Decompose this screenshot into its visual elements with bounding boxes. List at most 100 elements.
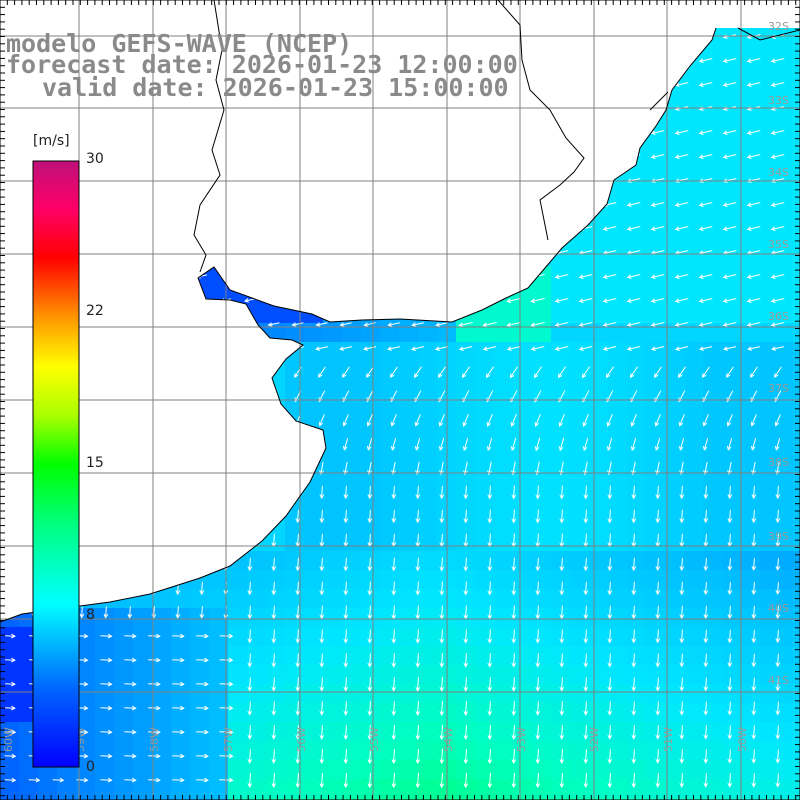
speed-cell [703, 76, 723, 96]
speed-cell [380, 798, 400, 800]
speed-cell [570, 266, 590, 286]
speed-cell [684, 722, 704, 742]
wind-arrow [247, 773, 253, 788]
wind-arrow [674, 346, 689, 351]
wind-arrow [751, 581, 757, 596]
speed-cell [380, 627, 400, 647]
wind-arrow [770, 130, 785, 135]
speed-cell [342, 494, 362, 514]
speed-cell [760, 28, 780, 39]
speed-cell [646, 285, 666, 305]
speed-cell [0, 627, 20, 647]
wind-arrow [674, 226, 689, 231]
wind-arrow [124, 777, 137, 783]
speed-cell [532, 741, 552, 761]
speed-cell [361, 646, 381, 666]
wind-arrow [148, 777, 161, 783]
speed-cell [760, 665, 780, 685]
speed-cell [646, 646, 666, 666]
speed-cell [741, 28, 761, 39]
wind-arrow [391, 677, 397, 692]
speed-cell [646, 475, 666, 495]
speed-cell [779, 494, 799, 514]
wind-arrow [722, 130, 737, 135]
wind-arrow [533, 366, 542, 379]
speed-cell [760, 380, 780, 400]
speed-cell [304, 361, 324, 381]
speed-cell [323, 551, 343, 571]
speed-cell [722, 589, 742, 609]
speed-cell [665, 684, 685, 704]
wind-arrow [746, 226, 761, 231]
colorbar [32, 160, 80, 768]
speed-cell [456, 684, 476, 704]
speed-cell [722, 342, 742, 362]
wind-arrow [511, 701, 517, 716]
speed-cell [760, 551, 780, 571]
speed-cell [380, 779, 400, 799]
speed-cell [266, 570, 286, 590]
wind-arrow [319, 749, 325, 764]
wind-arrow [172, 729, 185, 735]
speed-cell [361, 551, 381, 571]
speed-cell [494, 361, 514, 381]
speed-cell [380, 361, 400, 381]
speed-cell [684, 76, 704, 96]
wind-arrow [722, 226, 737, 231]
speed-cell [684, 570, 704, 590]
speed-cell [760, 114, 780, 134]
speed-cell [665, 380, 685, 400]
speed-cell [76, 608, 96, 628]
speed-cell [304, 570, 324, 590]
speed-cell [285, 760, 305, 780]
speed-cell [475, 551, 495, 571]
speed-cell [551, 589, 571, 609]
wind-arrow [319, 461, 324, 476]
speed-cell [779, 133, 799, 153]
speed-cell [380, 741, 400, 761]
speed-cell [323, 456, 343, 476]
speed-cell [285, 570, 305, 590]
wind-arrow [4, 777, 17, 783]
speed-cell [798, 28, 800, 39]
wind-arrow [626, 226, 641, 231]
wind-arrow [342, 366, 350, 378]
lon-label: 50W [736, 727, 749, 752]
speed-cell [399, 418, 419, 438]
speed-cell [551, 513, 571, 533]
speed-cell [608, 475, 628, 495]
speed-cell [760, 760, 780, 780]
wind-arrow [391, 629, 397, 644]
speed-cell [798, 760, 800, 780]
wind-arrow [578, 274, 593, 279]
speed-cell [551, 532, 571, 552]
speed-cell [361, 627, 381, 647]
speed-cell [361, 722, 381, 742]
speed-cell [741, 513, 761, 533]
speed-cell [133, 722, 153, 742]
speed-cell [665, 741, 685, 761]
speed-cell [494, 456, 514, 476]
speed-cell [380, 760, 400, 780]
wind-arrow [703, 557, 709, 572]
wind-arrow [703, 461, 708, 476]
wind-arrow [367, 605, 373, 620]
speed-cell [266, 722, 286, 742]
speed-cell [342, 665, 362, 685]
speed-cell [380, 646, 400, 666]
speed-cell [722, 95, 742, 115]
wind-arrow [458, 322, 473, 328]
speed-cell [361, 456, 381, 476]
wind-arrow [559, 581, 565, 596]
speed-cell [95, 741, 115, 761]
speed-cell [475, 798, 495, 800]
speed-cell [19, 779, 39, 799]
speed-cell [608, 741, 628, 761]
speed-cell [399, 437, 419, 457]
wind-arrow [315, 346, 329, 351]
wind-arrow [439, 557, 445, 572]
speed-cell [418, 342, 438, 362]
speed-cell [152, 760, 172, 780]
valid-date: valid date: 2026-01-23 15:00:00 [42, 73, 509, 102]
speed-cell [684, 114, 704, 134]
